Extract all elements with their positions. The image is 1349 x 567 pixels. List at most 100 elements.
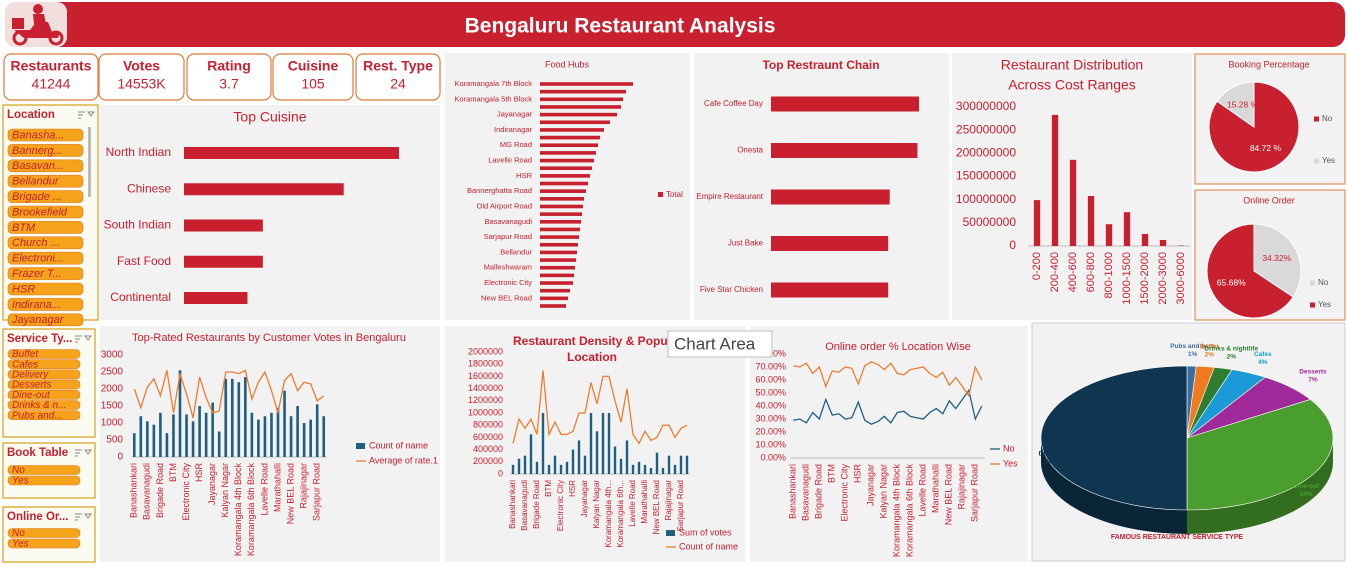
bar <box>184 219 263 232</box>
slicer-item-label[interactable]: Church ... <box>12 237 60 249</box>
bar <box>204 412 208 457</box>
slicer-item[interactable] <box>7 190 84 203</box>
bar <box>541 413 545 474</box>
bar <box>185 414 188 457</box>
slicer-item[interactable] <box>7 538 81 549</box>
slicer-item-label[interactable]: Yes <box>12 539 29 550</box>
slicer-item[interactable] <box>7 298 84 311</box>
y-tick-label: 60.00% <box>755 374 786 384</box>
slicer-item-label[interactable]: Banasha... <box>12 129 65 141</box>
slicer-item-label[interactable]: Buffet <box>12 349 39 360</box>
slicer-item-label[interactable]: Bellandur <box>12 176 60 188</box>
slicer-item-label[interactable]: Pubs and... <box>12 410 63 421</box>
slicer-item-label[interactable]: Yes <box>12 476 29 487</box>
bar <box>661 467 665 474</box>
slicer-item-label[interactable]: Dine-out <box>12 390 51 401</box>
slicer-item[interactable] <box>7 528 81 538</box>
slicer-item-label[interactable]: No <box>12 528 25 539</box>
category-label: Jayanagar <box>497 110 533 119</box>
chart-title: Restaurant Distribution <box>1001 57 1143 73</box>
slicer-item[interactable] <box>7 159 84 173</box>
slicer-item-label[interactable]: Frazer T... <box>12 268 62 280</box>
bar <box>565 461 569 474</box>
slicer-title: Location <box>7 109 55 121</box>
x-tick-label: HSR <box>853 464 863 484</box>
slicer-item[interactable] <box>7 359 81 370</box>
slicer-item-label[interactable]: Brookefield <box>12 206 68 218</box>
kpi-card <box>355 53 441 101</box>
slicer-item[interactable] <box>7 400 81 410</box>
y-tick-label: 1000000 <box>468 407 503 417</box>
panel <box>750 326 1028 562</box>
x-tick-label: 2000-3000 <box>1157 252 1169 305</box>
slicer-item[interactable] <box>7 128 84 142</box>
slicer-item-label[interactable]: BTM <box>12 222 36 234</box>
bar <box>172 414 175 457</box>
category-label: Malleshwaram <box>484 263 532 272</box>
y-tick-label: 150000000 <box>956 169 1016 183</box>
slicer-item[interactable] <box>7 174 84 188</box>
slicer-item-label[interactable]: Electroni... <box>12 253 64 265</box>
slicer-item[interactable] <box>7 267 84 280</box>
kpi-label: Restaurants <box>11 58 92 74</box>
slicer-item[interactable] <box>7 349 81 359</box>
bar <box>1123 212 1131 246</box>
category-label: Electronic City <box>484 278 532 287</box>
x-tick-label: Lavelle Road <box>628 480 637 527</box>
slicer-item[interactable] <box>7 205 84 219</box>
bar <box>540 189 586 193</box>
slicer-item[interactable] <box>7 144 84 157</box>
data-label-name: Dine-out <box>1293 483 1320 490</box>
bar <box>178 370 182 457</box>
slicer-item[interactable] <box>7 313 84 327</box>
y-tick-label: 40.00% <box>755 400 786 410</box>
x-tick-label: 0-200 <box>1031 252 1043 280</box>
slicer-item[interactable] <box>7 221 84 234</box>
slicer-item[interactable] <box>7 236 84 250</box>
y-tick-label: 100000000 <box>956 192 1016 206</box>
x-tick-label: Kalyan Nagar <box>592 480 601 529</box>
kpi-value: 105 <box>301 76 325 92</box>
slicer-item[interactable] <box>7 282 84 296</box>
line <box>133 369 325 419</box>
y-tick-label: 200000000 <box>956 146 1016 160</box>
category-label: Five Star Chicken <box>700 285 763 294</box>
slicer-item[interactable] <box>7 251 84 265</box>
slicer-item-label[interactable]: HSR <box>12 283 35 295</box>
slicer-item[interactable] <box>7 465 81 475</box>
x-tick-label: HSR <box>568 480 577 497</box>
bar <box>637 461 641 474</box>
slicer-item-label[interactable]: Drinks & n... <box>12 400 66 411</box>
slicer-item-label[interactable]: Bannerg... <box>12 145 63 157</box>
bar <box>191 421 195 457</box>
slicer-item[interactable] <box>7 410 81 421</box>
slicer-item-label[interactable]: Desserts <box>12 380 51 391</box>
x-tick-label: 800-1000 <box>1103 252 1115 299</box>
bar <box>540 250 577 255</box>
data-label: 65.68% <box>1217 277 1246 287</box>
slicer-item-label[interactable]: Jayanagar <box>11 314 65 326</box>
legend-swatch <box>1314 116 1319 122</box>
category-label: Old Airport Road <box>477 201 532 210</box>
bar <box>540 212 582 216</box>
slicer-item[interactable] <box>7 379 81 390</box>
y-tick-label: 10.00% <box>755 439 786 449</box>
slicer-item-label[interactable]: Cafes <box>12 359 38 370</box>
slicer-item-label[interactable]: Brigade ... <box>12 191 62 203</box>
slicer-item-label[interactable]: Delivery <box>12 370 49 381</box>
slicer-item-label[interactable]: No <box>12 465 25 476</box>
data-label-value: 34% <box>1299 491 1312 498</box>
bar <box>1159 239 1167 246</box>
y-tick-label: 300000000 <box>956 99 1016 113</box>
bar <box>771 282 889 298</box>
bar <box>309 419 312 457</box>
slicer-item[interactable] <box>7 475 81 486</box>
slicer-item[interactable] <box>7 389 81 400</box>
x-tick-label: BTM <box>827 464 837 483</box>
x-tick-label: 600-800 <box>1085 252 1097 292</box>
slicer-item[interactable] <box>7 369 81 380</box>
bar <box>607 413 611 474</box>
kpi-card <box>272 53 354 101</box>
slicer-item-label[interactable]: Indirana... <box>12 299 61 311</box>
slicer-item-label[interactable]: Basavan... <box>12 160 64 172</box>
